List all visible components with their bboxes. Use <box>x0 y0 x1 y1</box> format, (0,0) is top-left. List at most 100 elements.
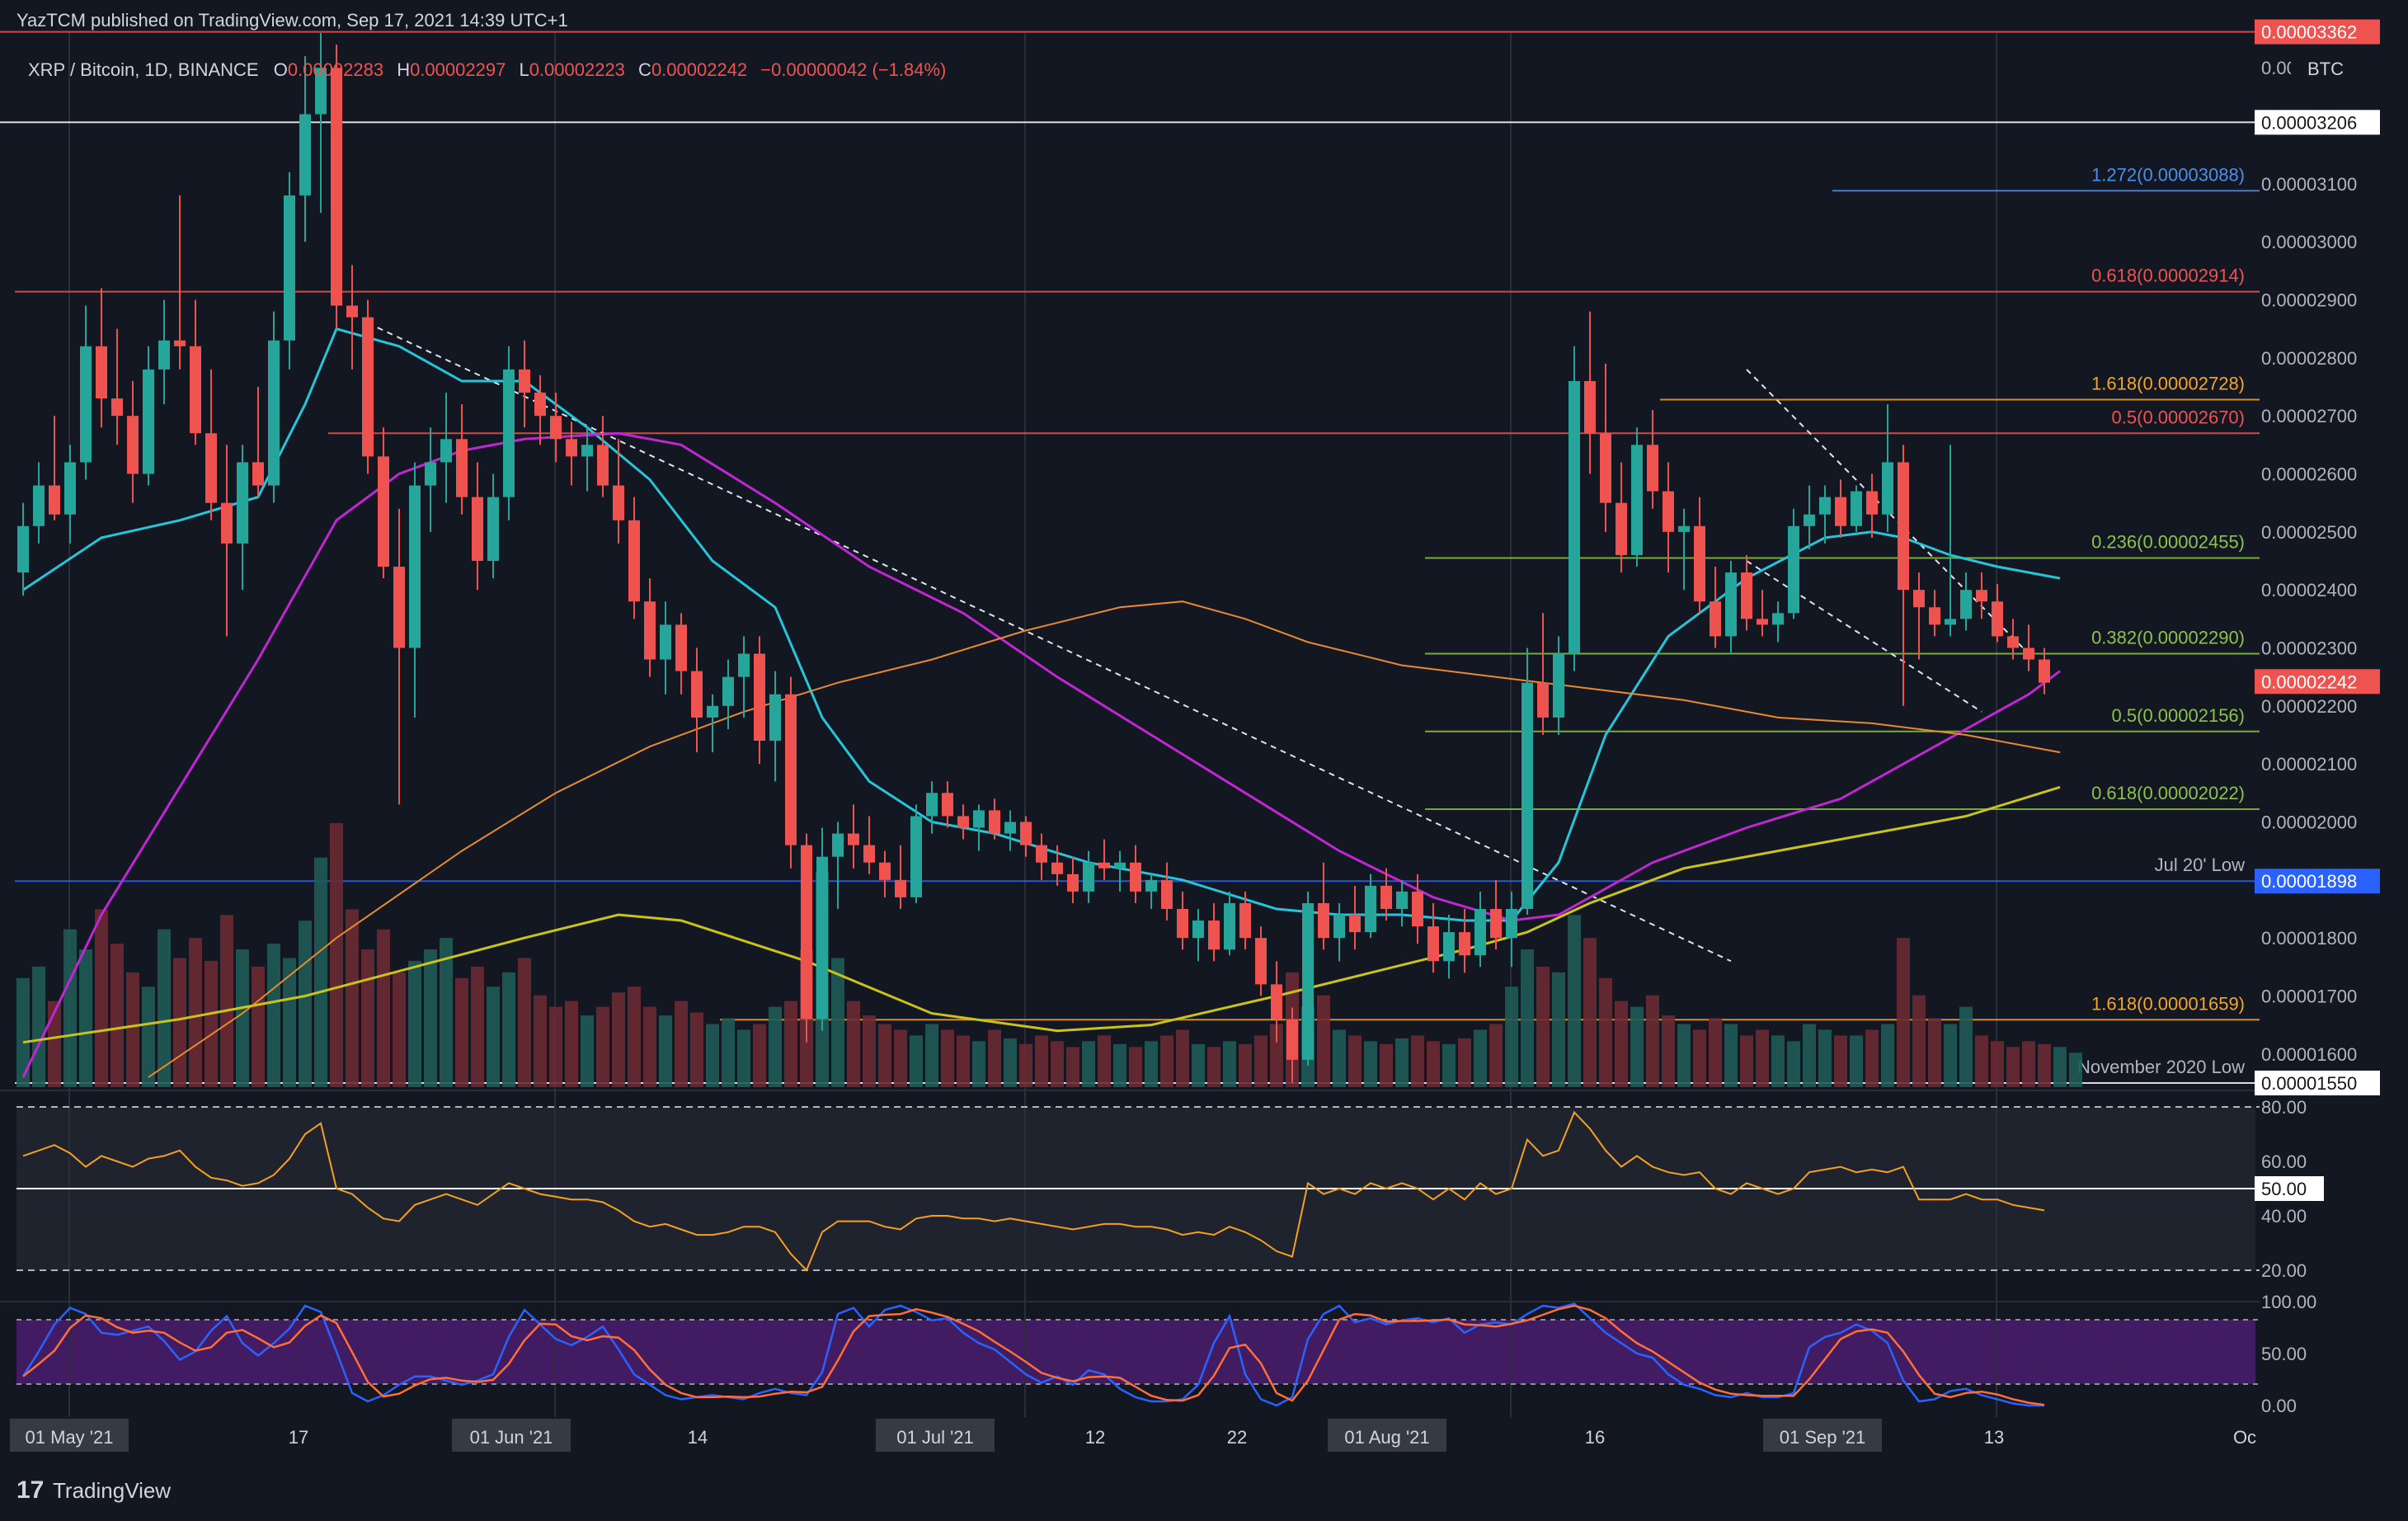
candle-body-104[interactable] <box>1647 445 1658 492</box>
candle-body-65[interactable] <box>1036 845 1047 863</box>
candle-body-114[interactable] <box>1804 514 1815 526</box>
candle-body-66[interactable] <box>1051 862 1063 874</box>
candle-body-41[interactable] <box>660 624 671 660</box>
candle-body-37[interactable] <box>597 445 609 486</box>
candle-body-56[interactable] <box>895 879 906 897</box>
candle-body-86[interactable] <box>1365 885 1376 933</box>
candle-body-0[interactable] <box>17 525 29 573</box>
candle-body-47[interactable] <box>754 653 765 742</box>
candle-body-117[interactable] <box>1851 491 1862 526</box>
candle-body-82[interactable] <box>1302 902 1314 1060</box>
candle-body-98[interactable] <box>1553 653 1564 718</box>
candle-body-94[interactable] <box>1490 908 1502 939</box>
candle-body-39[interactable] <box>628 520 640 602</box>
candle-body-72[interactable] <box>1145 879 1157 892</box>
candle-body-55[interactable] <box>879 862 891 880</box>
candle-body-40[interactable] <box>644 601 656 660</box>
candle-body-21[interactable] <box>346 305 358 318</box>
candle-body-63[interactable] <box>1004 822 1016 834</box>
candle-body-77[interactable] <box>1224 902 1235 950</box>
candle-body-93[interactable] <box>1474 908 1486 956</box>
candle-body-97[interactable] <box>1537 682 1549 718</box>
candle-body-102[interactable] <box>1616 502 1627 555</box>
candle-body-83[interactable] <box>1318 902 1329 939</box>
candle-body-43[interactable] <box>691 671 703 718</box>
candle-body-116[interactable] <box>1835 497 1846 526</box>
candle-body-107[interactable] <box>1694 525 1705 602</box>
candle-body-49[interactable] <box>785 694 797 845</box>
candle-body-99[interactable] <box>1568 380 1580 654</box>
candle-body-26[interactable] <box>425 462 436 486</box>
candle-body-75[interactable] <box>1192 921 1204 939</box>
candle-body-50[interactable] <box>801 845 812 1019</box>
candle-body-62[interactable] <box>989 810 1000 834</box>
candle-body-46[interactable] <box>738 653 750 677</box>
candle-body-9[interactable] <box>158 340 170 370</box>
candle-body-73[interactable] <box>1161 879 1173 909</box>
candle-body-57[interactable] <box>910 816 922 897</box>
stoch-rsi-indicator[interactable]: 100.00 50.00 0.00 <box>16 1292 2316 1416</box>
candle-body-120[interactable] <box>1898 462 1909 591</box>
candle-body-52[interactable] <box>832 833 844 857</box>
candle-body-122[interactable] <box>1929 607 1940 625</box>
candle-body-68[interactable] <box>1083 862 1094 892</box>
candle-body-27[interactable] <box>440 439 452 463</box>
candle-body-33[interactable] <box>534 393 546 417</box>
candle-body-81[interactable] <box>1286 1019 1298 1060</box>
candle-body-129[interactable] <box>2039 659 2050 683</box>
candle-body-90[interactable] <box>1427 926 1439 962</box>
candle-body-95[interactable] <box>1506 908 1517 939</box>
candle-body-53[interactable] <box>848 833 859 845</box>
candle-body-100[interactable] <box>1584 380 1596 434</box>
candle-body-17[interactable] <box>284 195 295 341</box>
candle-body-96[interactable] <box>1521 682 1533 909</box>
candle-body-115[interactable] <box>1819 497 1831 515</box>
candle-body-54[interactable] <box>863 845 875 863</box>
candle-body-112[interactable] <box>1772 613 1784 625</box>
candle-body-58[interactable] <box>926 793 938 817</box>
candle-body-22[interactable] <box>362 317 374 457</box>
candle-body-10[interactable] <box>174 340 186 346</box>
candle-body-121[interactable] <box>1913 590 1925 608</box>
candle-body-34[interactable] <box>550 416 562 440</box>
candle-body-85[interactable] <box>1349 915 1361 933</box>
candle-body-124[interactable] <box>1960 590 1972 619</box>
candle-body-71[interactable] <box>1130 862 1141 892</box>
candle-body-36[interactable] <box>581 445 593 457</box>
candle-body-51[interactable] <box>816 856 828 1019</box>
candle-body-118[interactable] <box>1866 491 1878 515</box>
candle-body-7[interactable] <box>127 416 139 474</box>
candle-body-69[interactable] <box>1098 862 1110 869</box>
candle-body-8[interactable] <box>143 369 154 474</box>
trendline-0[interactable] <box>367 322 1732 963</box>
candle-body-19[interactable] <box>315 68 327 115</box>
candle-body-2[interactable] <box>49 485 60 515</box>
candle-body-106[interactable] <box>1678 525 1690 532</box>
candle-body-29[interactable] <box>472 497 483 561</box>
candle-body-79[interactable] <box>1255 938 1267 985</box>
candle-body-61[interactable] <box>973 810 985 828</box>
candle-body-5[interactable] <box>96 346 107 399</box>
candle-body-128[interactable] <box>2023 647 2034 660</box>
candle-body-101[interactable] <box>1600 433 1611 503</box>
candle-body-108[interactable] <box>1710 601 1721 637</box>
candle-body-88[interactable] <box>1396 891 1408 909</box>
candle-body-44[interactable] <box>707 705 718 718</box>
candle-body-111[interactable] <box>1757 619 1768 625</box>
candle-body-6[interactable] <box>111 398 123 417</box>
candle-body-11[interactable] <box>190 346 201 434</box>
candle-body-126[interactable] <box>1992 601 2003 637</box>
candle-body-105[interactable] <box>1663 491 1674 532</box>
candle-body-89[interactable] <box>1412 891 1423 927</box>
candle-body-15[interactable] <box>252 462 264 486</box>
rsi-line[interactable] <box>22 1110 2045 1272</box>
candle-body-67[interactable] <box>1067 874 1079 892</box>
candle-body-30[interactable] <box>487 497 499 561</box>
candle-body-38[interactable] <box>613 485 624 520</box>
stoch-d-line[interactable] <box>22 1304 2045 1406</box>
candle-body-78[interactable] <box>1239 902 1251 939</box>
candle-body-59[interactable] <box>942 793 953 817</box>
stoch-k-line[interactable] <box>21 1302 2044 1407</box>
candle-body-3[interactable] <box>64 462 76 515</box>
